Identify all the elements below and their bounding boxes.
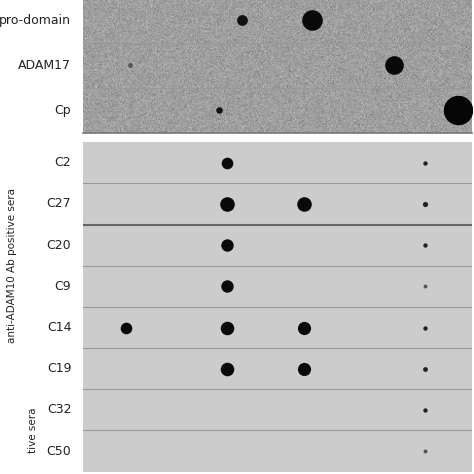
Text: ADAM17: ADAM17 (18, 59, 71, 72)
Point (421, 447, 429, 455)
Point (301, 200, 308, 208)
Point (223, 241, 230, 249)
Text: C14: C14 (47, 321, 71, 334)
Text: C50: C50 (46, 445, 71, 457)
Point (223, 283, 230, 290)
Point (122, 324, 129, 331)
Point (223, 324, 230, 331)
Text: C27: C27 (46, 198, 71, 210)
Text: tive sera: tive sera (28, 408, 38, 453)
Text: Cp: Cp (55, 104, 71, 117)
Point (215, 107, 223, 114)
Point (421, 200, 429, 208)
Point (390, 62, 398, 69)
Point (301, 324, 308, 331)
Point (421, 324, 429, 331)
Point (238, 17, 246, 24)
Point (421, 241, 429, 249)
Text: pro-domain: pro-domain (0, 14, 71, 27)
Text: C19: C19 (47, 362, 71, 375)
Point (223, 200, 230, 208)
Text: C20: C20 (46, 238, 71, 252)
Point (454, 107, 462, 114)
Text: C2: C2 (55, 156, 71, 169)
Point (126, 62, 133, 69)
Text: C9: C9 (55, 280, 71, 293)
Text: anti-ADAM10 Ab positive sera: anti-ADAM10 Ab positive sera (7, 188, 17, 343)
Point (309, 17, 316, 24)
Point (421, 365, 429, 373)
Point (421, 283, 429, 290)
Text: C32: C32 (47, 403, 71, 416)
Point (421, 159, 429, 166)
Point (421, 406, 429, 414)
Point (223, 159, 230, 166)
Point (223, 365, 230, 373)
Point (301, 365, 308, 373)
